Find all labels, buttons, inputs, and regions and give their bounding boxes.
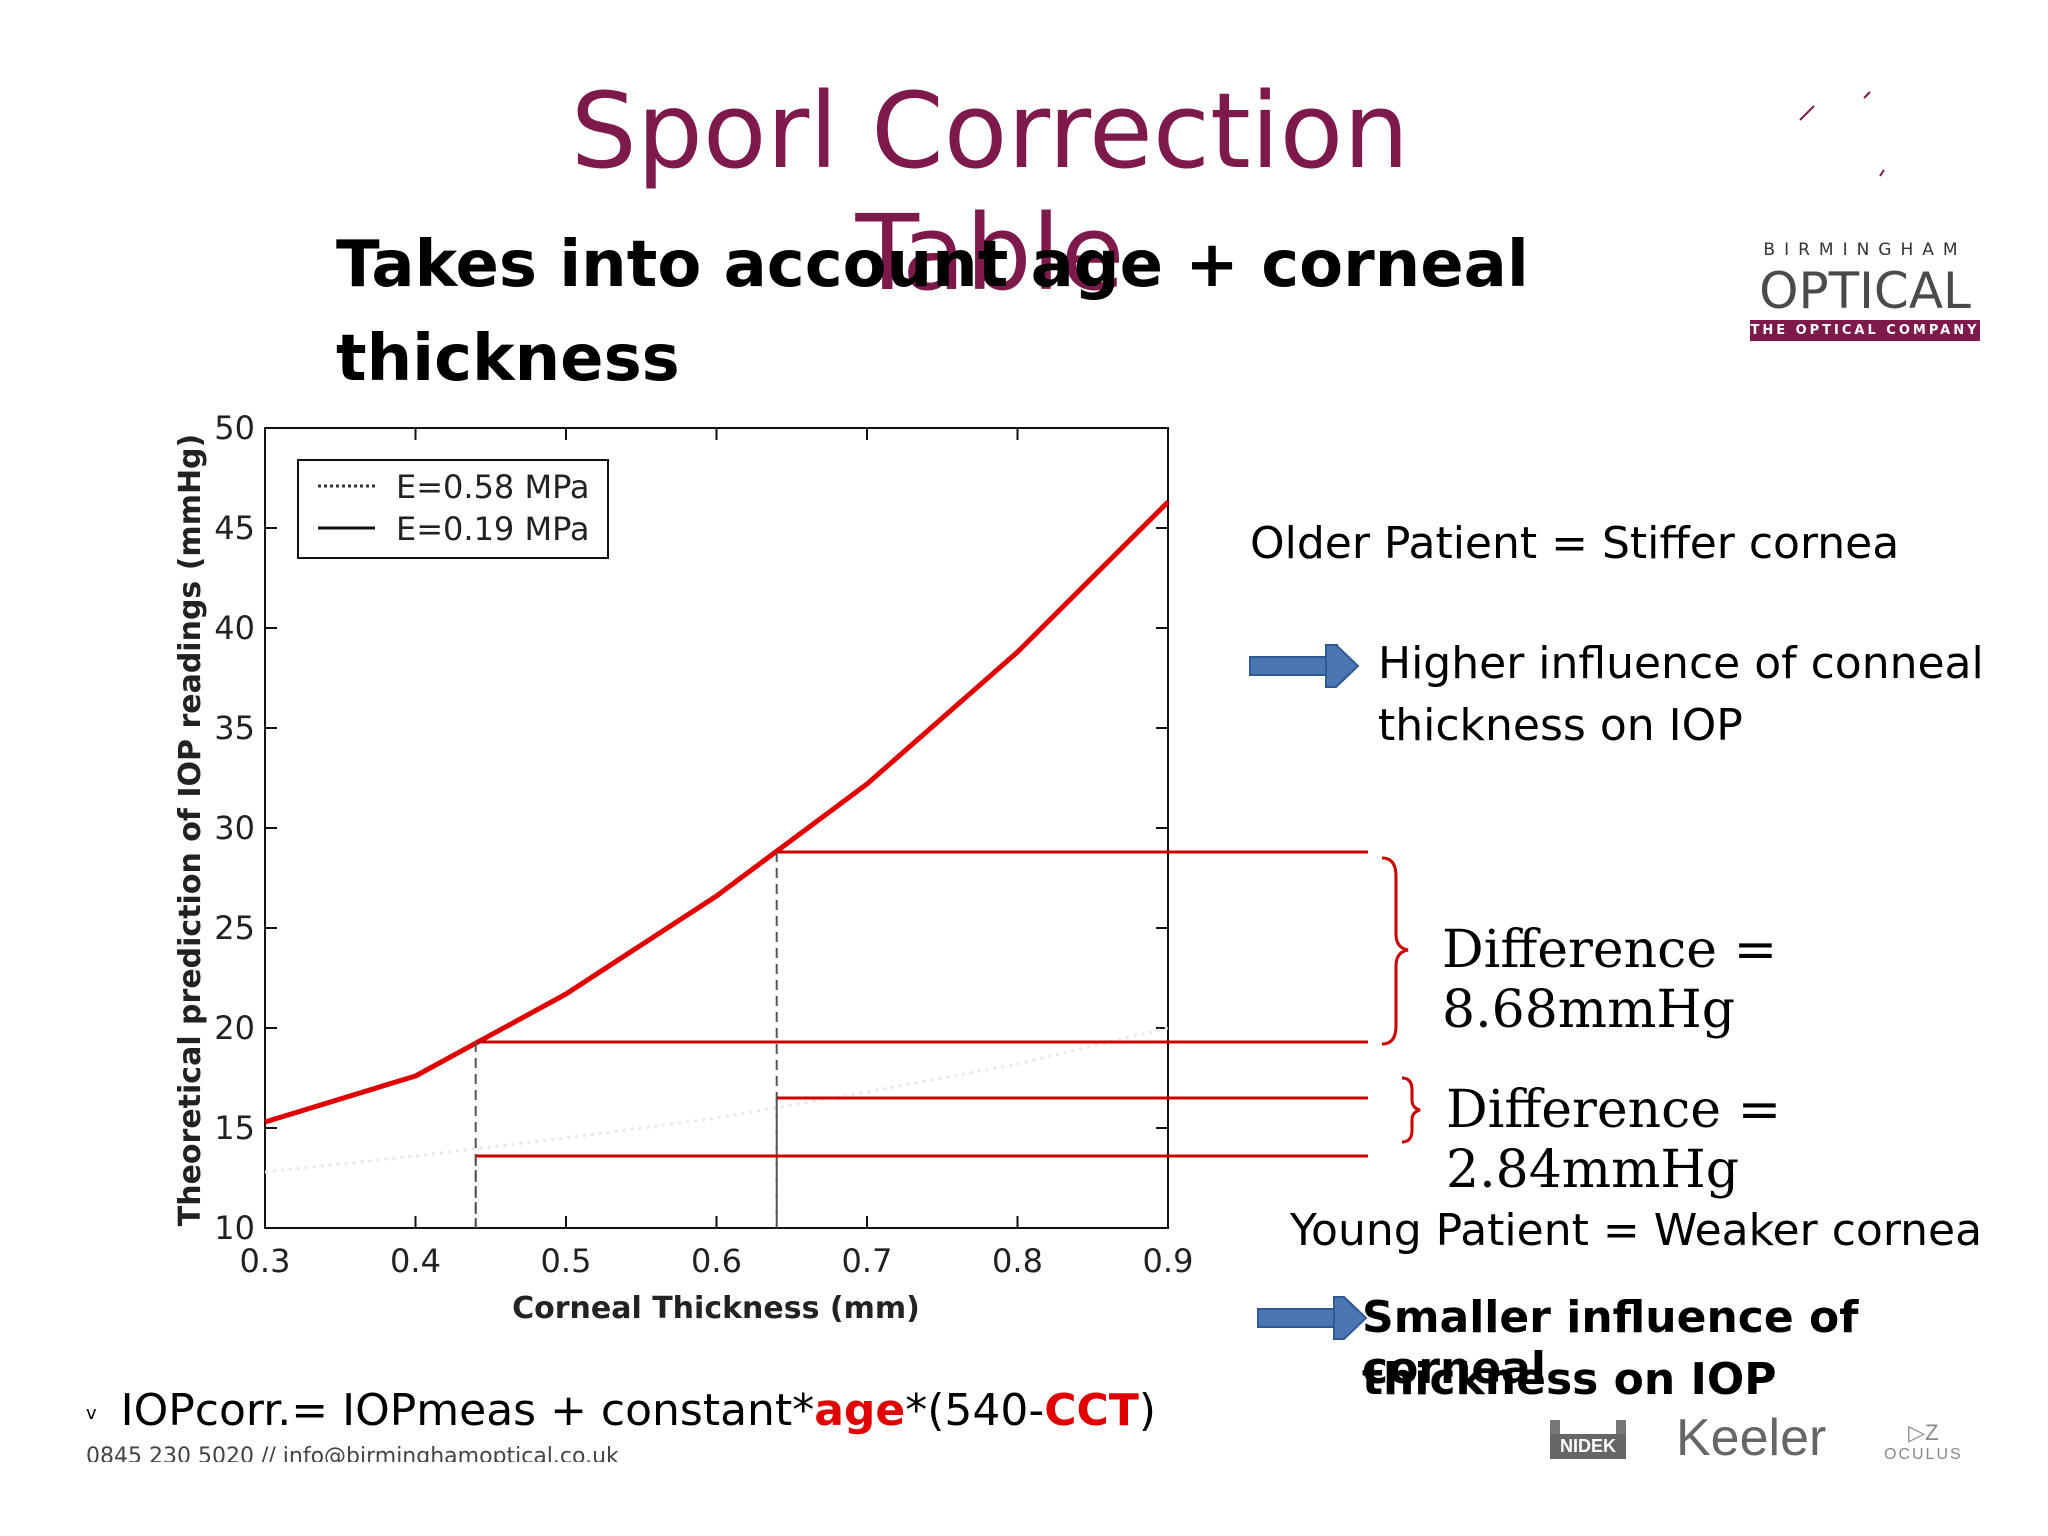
oculus-logo: ▷Z OCULUS xyxy=(1884,1420,1963,1463)
older-effect-line-2: thickness on IOP xyxy=(1378,700,1743,751)
slide-title: Sporl Correction Table xyxy=(570,70,1410,314)
y-tick-label: 30 xyxy=(214,809,255,847)
arrow-right-icon-young xyxy=(1257,1296,1368,1340)
bullet-icon: v xyxy=(86,1402,97,1424)
x-tick-label: 0.9 xyxy=(1143,1242,1194,1280)
x-tick-label: 0.7 xyxy=(842,1242,893,1280)
y-tick-label: 45 xyxy=(214,509,255,547)
formula: v IOPcorr.= IOPmeas + constant*age*(540-C… xyxy=(86,1385,1156,1436)
chart-legend: E=0.58 MPa E=0.19 MPa xyxy=(297,459,609,559)
x-tick-label: 0.4 xyxy=(390,1242,441,1280)
young-effect-line-1: Smaller influence of corneal xyxy=(1362,1292,1859,1394)
y-tick-label: 10 xyxy=(214,1209,255,1247)
series-line-stiff xyxy=(264,500,1170,1125)
x-axis-label: Corneal Thickness (mm) xyxy=(512,1291,920,1326)
brace-young xyxy=(1401,1076,1421,1144)
formula-cct: CCT xyxy=(1044,1385,1139,1436)
y-tick-label: 25 xyxy=(214,909,255,947)
x-tick-label: 0.5 xyxy=(541,1242,592,1280)
y-tick-label: 40 xyxy=(214,609,255,647)
formula-part-3: ) xyxy=(1138,1385,1157,1436)
legend-box xyxy=(297,459,609,559)
older-patient-note: Older Patient = Stiffer cornea xyxy=(1250,518,1900,569)
subtitle-line-1: Takes into account age + corneal xyxy=(336,228,1529,302)
older-effect-line-1: Higher influence of conneal xyxy=(1378,638,1984,689)
difference-young: Difference = 2.84mmHg xyxy=(1446,1080,1782,1200)
nidek-logo: NIDEK xyxy=(1550,1420,1626,1459)
series-line-weak xyxy=(264,1026,1169,1174)
logo-main-text: OPTICAL xyxy=(1759,262,1971,320)
legend-label-2: E=0.19 MPa xyxy=(396,510,590,548)
decorative-strokes xyxy=(1799,91,1885,177)
formula-part-1: IOPcorr.= IOPmeas + constant* xyxy=(120,1385,815,1436)
legend-label-1: E=0.58 MPa xyxy=(396,468,590,506)
y-tick-label: 50 xyxy=(214,409,255,447)
y-axis-label: Theoretical prediction of IOP readings (… xyxy=(173,434,208,1227)
formula-part-2: *(540- xyxy=(905,1385,1045,1436)
x-tick-label: 0.6 xyxy=(691,1242,742,1280)
x-tick-label: 0.8 xyxy=(992,1242,1043,1280)
subtitle-line-2: thickness xyxy=(336,322,680,396)
y-tick-label: 20 xyxy=(214,1009,255,1047)
keeler-logo: Keeler xyxy=(1676,1409,1827,1467)
footer-contact: 0845 230 5020 // info@birminghamoptical.… xyxy=(86,1444,619,1462)
x-tick-label: 0.3 xyxy=(240,1242,291,1280)
y-tick-label: 15 xyxy=(214,1109,255,1147)
birmingham-optical-logo: BIRMINGHAM OPTICAL THE OPTICAL COMPANY xyxy=(1750,240,1980,341)
difference-old: Difference = 8.68mmHg xyxy=(1442,920,1778,1040)
young-effect-line-2: thickness on IOP xyxy=(1362,1354,1777,1405)
brace-old xyxy=(1381,856,1409,1046)
young-patient-note: Young Patient = Weaker cornea xyxy=(1290,1205,1983,1256)
arrow-right-icon-older xyxy=(1249,644,1360,688)
formula-age: age xyxy=(814,1385,906,1436)
logo-top-text: BIRMINGHAM xyxy=(1763,240,1967,260)
y-tick-label: 35 xyxy=(214,709,255,747)
logo-tagline: THE OPTICAL COMPANY xyxy=(1750,320,1980,341)
